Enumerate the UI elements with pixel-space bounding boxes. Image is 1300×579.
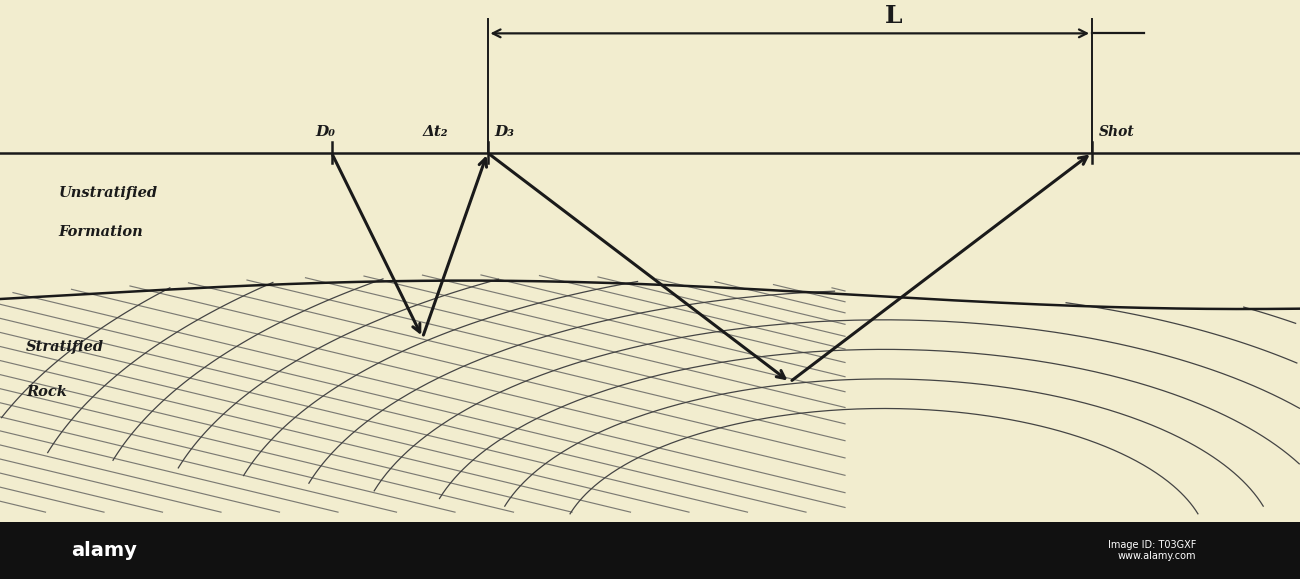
Text: Δt₂: Δt₂ xyxy=(422,124,448,138)
Text: Unstratified: Unstratified xyxy=(58,185,157,200)
Text: alamy: alamy xyxy=(72,541,138,560)
Text: Formation: Formation xyxy=(58,225,143,239)
Text: Rock: Rock xyxy=(26,385,66,399)
Text: Stratified: Stratified xyxy=(26,339,104,354)
Text: D₃: D₃ xyxy=(494,124,514,138)
Text: D₀: D₀ xyxy=(315,124,335,138)
Text: Image ID: T03GXF
www.alamy.com: Image ID: T03GXF www.alamy.com xyxy=(1108,540,1196,562)
Bar xyxy=(0,522,1300,579)
Text: L: L xyxy=(885,3,902,28)
Text: Shot: Shot xyxy=(1098,124,1134,138)
